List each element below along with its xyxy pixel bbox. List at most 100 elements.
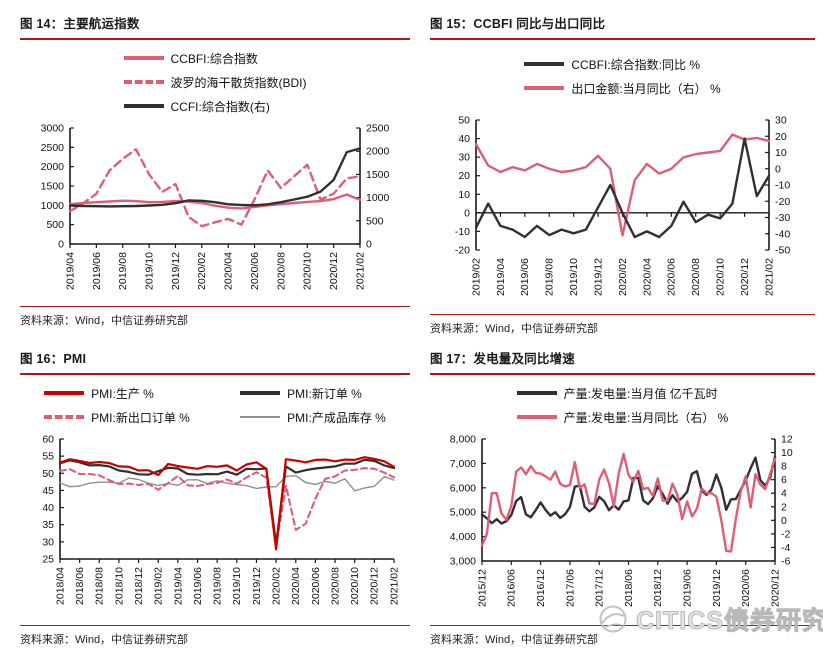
svg-text:2020/06: 2020/06 xyxy=(249,252,261,290)
svg-text:2019/04: 2019/04 xyxy=(495,258,507,296)
figure-15-title: 图 15：CCBFI 同比与出口同比 xyxy=(430,10,815,40)
svg-text:0: 0 xyxy=(464,207,470,219)
figure-panel-17: 图 17：发电量及同比增速 产量:发电量:当月值 亿千瓦时 产量:发电量:当月同比… xyxy=(430,345,815,647)
svg-text:500: 500 xyxy=(366,215,384,227)
svg-text:2019/08: 2019/08 xyxy=(544,258,556,296)
svg-text:2019/10: 2019/10 xyxy=(143,252,155,290)
svg-text:10: 10 xyxy=(775,147,787,159)
svg-text:2019/08: 2019/08 xyxy=(117,252,129,290)
svg-text:2018/06: 2018/06 xyxy=(623,569,635,607)
svg-text:10: 10 xyxy=(458,189,470,201)
figure-15-legend: CCBFI:综合指数:同比 % 出口金额:当月同比（右） % xyxy=(524,52,721,100)
legend-item: PMI:生产 % xyxy=(44,381,234,405)
legend-line-sample xyxy=(516,415,557,419)
svg-text:50: 50 xyxy=(42,468,54,480)
figure-14-source: 资料来源：Wind，中信证券研究部 xyxy=(20,306,410,328)
figure-16-source: 资料来源：Wind，中信证券研究部 xyxy=(20,625,410,647)
svg-text:2020/02: 2020/02 xyxy=(271,567,283,605)
svg-text:2019/06: 2019/06 xyxy=(682,569,694,607)
svg-text:2020/10: 2020/10 xyxy=(349,567,361,605)
legend-label: PMI:产成品库存 % xyxy=(287,410,386,425)
figure-panel-15: 图 15：CCBFI 同比与出口同比 CCBFI:综合指数:同比 % 出口金额:当… xyxy=(430,10,815,336)
legend-line-sample xyxy=(524,86,565,90)
figure-panel-14: 图 14：主要航运指数 CCBFI:综合指数 波罗的海干散货指数(BDI) CCFI… xyxy=(20,10,410,328)
svg-text:2020/12: 2020/12 xyxy=(769,569,781,607)
svg-text:2020/06: 2020/06 xyxy=(740,569,752,607)
ccbfi-export-yoy-chart: -20 -10 0 10 20 30 40 50 -50 -40 -30 -20 -10 0 10 20 30 2… xyxy=(455,115,791,296)
svg-text:-10: -10 xyxy=(455,226,470,238)
svg-text:2021/02: 2021/02 xyxy=(354,252,366,290)
svg-text:7,000: 7,000 xyxy=(450,458,476,470)
svg-text:4,000: 4,000 xyxy=(450,531,476,543)
svg-text:-10: -10 xyxy=(775,180,790,192)
svg-text:3000: 3000 xyxy=(41,123,65,135)
svg-text:2017/06: 2017/06 xyxy=(564,569,576,607)
figure-14-title: 图 14：主要航运指数 xyxy=(20,10,410,40)
svg-text:5,000: 5,000 xyxy=(450,507,476,519)
svg-text:2019/08: 2019/08 xyxy=(212,567,224,605)
legend-item: CCBFI:综合指数 xyxy=(123,46,258,70)
svg-text:2020/12: 2020/12 xyxy=(739,258,751,296)
svg-text:0: 0 xyxy=(366,239,372,251)
legend-item: 产量:发电量:当月同比（右） % xyxy=(516,405,729,429)
legend-item: CCBFI:综合指数:同比 % xyxy=(524,52,700,76)
legend-label: 产量:发电量:当月同比（右） % xyxy=(563,410,729,425)
svg-text:-30: -30 xyxy=(775,212,790,224)
svg-text:2019/04: 2019/04 xyxy=(64,252,76,290)
svg-text:10: 10 xyxy=(781,447,793,459)
svg-text:2020/04: 2020/04 xyxy=(641,258,653,296)
legend-item: PMI:新出口订单 % xyxy=(44,405,234,429)
svg-text:-50: -50 xyxy=(775,245,790,257)
svg-text:2015/12: 2015/12 xyxy=(476,569,488,607)
svg-text:6: 6 xyxy=(781,474,787,486)
svg-text:2018/10: 2018/10 xyxy=(113,567,125,605)
svg-text:2: 2 xyxy=(781,501,787,513)
legend-line-sample xyxy=(516,391,557,395)
svg-text:2000: 2000 xyxy=(366,146,390,158)
legend-label: PMI:生产 % xyxy=(91,386,154,401)
legend-label: PMI:新出口订单 % xyxy=(91,410,190,425)
legend-line-sample xyxy=(123,80,164,84)
svg-text:50: 50 xyxy=(458,115,470,127)
svg-text:0: 0 xyxy=(781,515,787,527)
legend-item: 波罗的海干散货指数(BDI) xyxy=(123,70,307,94)
svg-text:2019/02: 2019/02 xyxy=(153,567,165,605)
svg-text:2020/08: 2020/08 xyxy=(329,567,341,605)
svg-text:2000: 2000 xyxy=(41,161,65,173)
svg-text:1000: 1000 xyxy=(41,200,65,212)
svg-text:500: 500 xyxy=(46,219,64,231)
svg-text:2020/06: 2020/06 xyxy=(310,567,322,605)
figure-panel-16: 图 16：PMI PMI:生产 % PMI:新订单 % PMI:新出口订单 % PMI… xyxy=(20,345,410,647)
figure-17-legend: 产量:发电量:当月值 亿千瓦时 产量:发电量:当月同比（右） % xyxy=(516,381,729,429)
svg-text:2020/04: 2020/04 xyxy=(290,567,302,605)
svg-text:2500: 2500 xyxy=(366,123,390,135)
svg-text:2019/06: 2019/06 xyxy=(192,567,204,605)
figure-16-title: 图 16：PMI xyxy=(20,345,410,375)
svg-text:60: 60 xyxy=(42,434,54,446)
legend-item: 产量:发电量:当月值 亿千瓦时 xyxy=(516,381,718,405)
legend-label: PMI:新订单 % xyxy=(287,386,362,401)
svg-text:30: 30 xyxy=(42,536,54,548)
legend-line-sample xyxy=(44,391,85,395)
svg-text:30: 30 xyxy=(775,115,787,127)
svg-text:2021/02: 2021/02 xyxy=(763,258,775,296)
svg-text:2020/12: 2020/12 xyxy=(369,567,381,605)
svg-text:2500: 2500 xyxy=(41,142,65,154)
svg-text:-40: -40 xyxy=(775,228,790,240)
svg-text:1500: 1500 xyxy=(366,169,390,181)
svg-text:3,000: 3,000 xyxy=(450,556,476,568)
svg-text:2020/06: 2020/06 xyxy=(666,258,678,296)
pmi-chart: 25 30 35 40 45 50 55 60 2018/04 2018/06 2018/08 201… xyxy=(42,434,400,605)
svg-text:8,000: 8,000 xyxy=(450,434,476,446)
svg-text:2018/12: 2018/12 xyxy=(652,569,664,607)
legend-item: PMI:产成品库存 % xyxy=(240,405,386,429)
shipping-index-chart: 0 500 1000 1500 2000 2500 3000 0 500 1000 1500 2000… xyxy=(41,123,390,290)
svg-text:4: 4 xyxy=(781,488,787,500)
legend-label: 产量:发电量:当月值 亿千瓦时 xyxy=(563,386,718,401)
legend-line-sample xyxy=(123,104,164,108)
legend-label: CCBFI:综合指数 xyxy=(170,51,258,66)
svg-text:1000: 1000 xyxy=(366,192,390,204)
svg-text:2019/02: 2019/02 xyxy=(470,258,482,296)
svg-text:-20: -20 xyxy=(455,245,470,257)
